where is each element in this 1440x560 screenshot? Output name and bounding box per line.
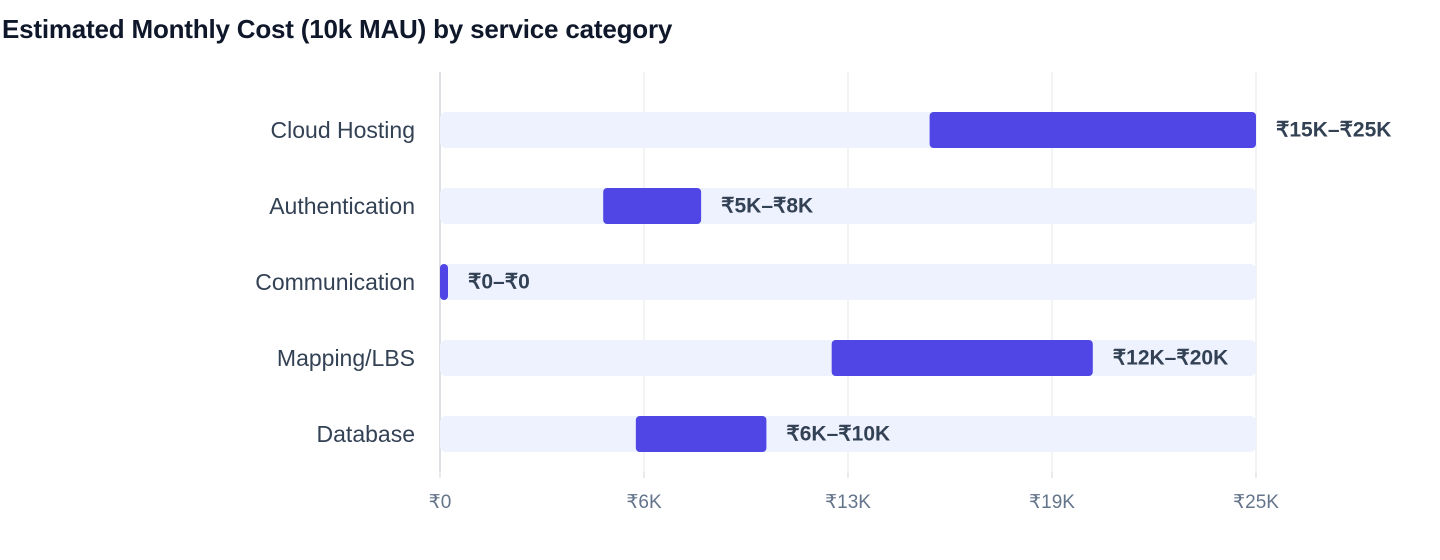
category-label: Communication bbox=[255, 269, 415, 295]
bar-track bbox=[440, 188, 1256, 224]
x-tick-label: ₹0 bbox=[429, 492, 452, 513]
bar-track bbox=[440, 264, 1256, 300]
range-bar bbox=[440, 264, 448, 300]
range-bar bbox=[929, 112, 1256, 148]
range-bar bbox=[635, 416, 767, 452]
value-label: ₹0–₹0 bbox=[468, 271, 530, 294]
x-tick-label: ₹13K bbox=[825, 492, 871, 513]
category-label: Mapping/LBS bbox=[277, 345, 415, 371]
category-label: Cloud Hosting bbox=[271, 117, 415, 143]
value-label: ₹5K–₹8K bbox=[721, 195, 813, 218]
x-tick-label: ₹6K bbox=[626, 492, 662, 513]
value-label: ₹15K–₹25K bbox=[1276, 119, 1391, 142]
range-bar bbox=[603, 188, 702, 224]
value-label: ₹6K–₹10K bbox=[786, 423, 890, 446]
x-tick-label: ₹19K bbox=[1029, 492, 1075, 513]
range-bar bbox=[831, 340, 1093, 376]
value-label: ₹12K–₹20K bbox=[1113, 347, 1228, 370]
chart-title: Estimated Monthly Cost (10k MAU) by serv… bbox=[2, 14, 673, 44]
x-tick-label: ₹25K bbox=[1233, 492, 1279, 513]
category-label: Database bbox=[317, 421, 415, 447]
category-label: Authentication bbox=[269, 193, 415, 219]
